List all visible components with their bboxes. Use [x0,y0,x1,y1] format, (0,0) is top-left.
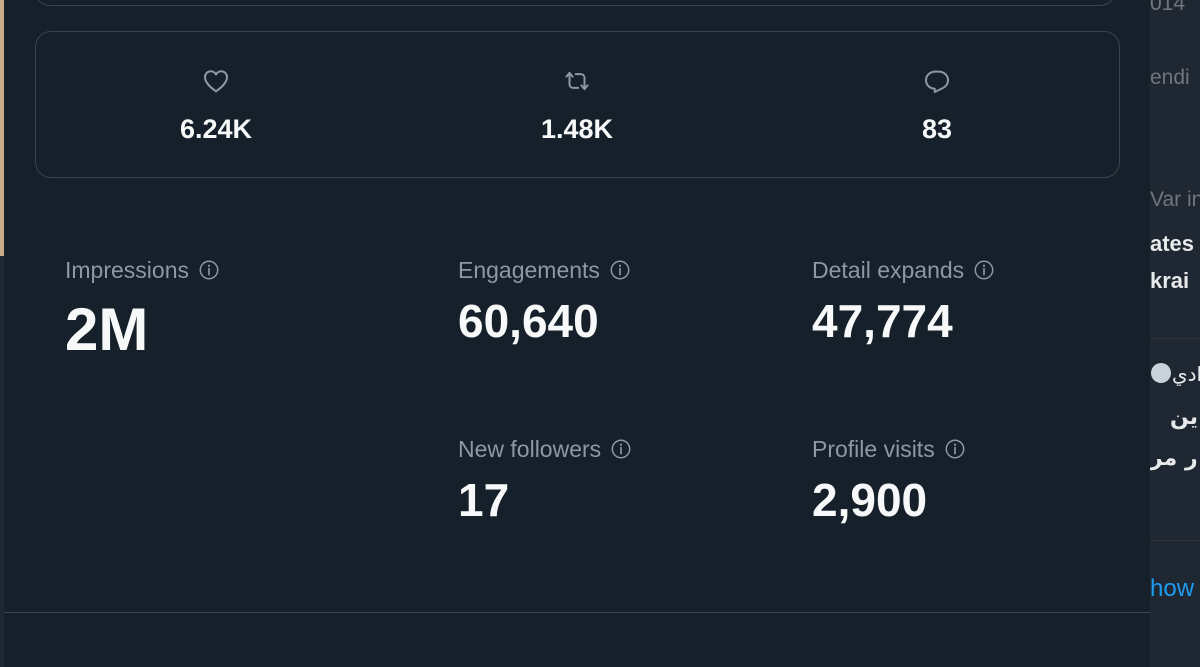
engagements-metric: Engagements 60,640 [458,256,631,344]
background-image-edge [0,0,4,256]
previous-card-edge [34,0,1116,6]
impressions-metric: Impressions 2M [65,256,220,360]
sidebar-top-fragment: 014 [1150,0,1186,15]
verified-icon [1151,363,1171,383]
sidebar-arabic-name[interactable]: ادي [1172,362,1200,386]
heart-icon [204,70,228,93]
engagement-summary-card: 6.24K 1.48K 83 [35,31,1120,178]
profile-visits-label: Profile visits [812,435,935,462]
retweet-icon [565,71,589,91]
sidebar-arabic-line1[interactable]: ين [1170,405,1199,430]
sidebar-headline-line1[interactable]: ates [1150,231,1195,256]
info-icon[interactable] [198,259,220,281]
info-icon[interactable] [973,259,995,281]
detail-expands-label: Detail expands [812,256,965,283]
engagements-label: Engagements [458,256,600,283]
divider [4,612,1150,613]
engagements-value: 60,640 [458,295,599,347]
trending-sidebar: 014 endi Var in ates krai ادي ين ر مر ho… [1150,0,1200,667]
impressions-label: Impressions [65,256,189,283]
info-icon[interactable] [610,438,632,460]
info-icon[interactable] [609,259,631,281]
info-icon[interactable] [944,438,966,460]
detail-expands-metric: Detail expands 47,774 [812,256,995,344]
replies-count: 83 [921,114,953,144]
sidebar-trending-fragment[interactable]: endi [1150,66,1190,89]
profile-visits-value: 2,900 [812,474,928,526]
new-followers-metric: New followers 17 [458,435,632,523]
new-followers-label: New followers [458,435,602,462]
profile-visits-metric: Profile visits 2,900 [812,435,966,523]
sidebar-headline-line2[interactable]: krai [1150,268,1190,293]
detail-expands-value: 47,774 [812,295,953,347]
background-strip [0,0,4,667]
reply-icon [925,70,949,93]
sidebar-separator [1150,338,1200,339]
likes-count: 6.24K [179,114,253,144]
retweets-count: 1.48K [540,114,614,144]
tweet-analytics-panel: 6.24K 1.48K 83 [4,0,1150,667]
sidebar-arabic-line2[interactable]: ر مر [1150,446,1198,471]
sidebar-separator [1150,540,1200,541]
show-more-link[interactable]: how [1150,575,1195,602]
impressions-value: 2M [65,296,149,363]
new-followers-value: 17 [458,474,510,526]
sidebar-topic-fragment[interactable]: Var in [1150,188,1200,211]
